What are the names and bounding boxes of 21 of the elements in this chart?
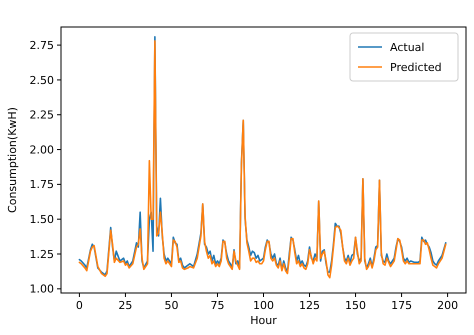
x-tick-label: 75	[210, 299, 224, 312]
y-tick-label: 2.00	[30, 143, 54, 156]
x-tick-label: 0	[76, 299, 83, 312]
y-tick-label: 1.50	[30, 213, 54, 226]
x-tick-label: 50	[164, 299, 178, 312]
y-tick-label: 1.75	[30, 178, 54, 192]
x-tick-label: 150	[345, 299, 366, 312]
y-tick-label: 2.75	[30, 38, 54, 52]
y-tick-label: 1.25	[30, 248, 54, 261]
x-tick-label: 175	[391, 299, 412, 312]
x-tick-label: 100	[253, 299, 274, 312]
x-axis-title: Hour	[250, 314, 278, 327]
y-tick-label: 2.50	[30, 74, 54, 87]
y-tick-label: 1.00	[30, 282, 54, 296]
x-tick-label: 25	[118, 299, 132, 312]
y-tick-label: 2.25	[30, 108, 54, 122]
legend-label: Actual	[390, 40, 424, 54]
legend-label: Predicted	[390, 60, 442, 74]
x-tick-label: 125	[299, 299, 320, 312]
y-axis-title: Consumption(KwH)	[6, 107, 19, 213]
x-tick-label: 200	[437, 299, 458, 312]
